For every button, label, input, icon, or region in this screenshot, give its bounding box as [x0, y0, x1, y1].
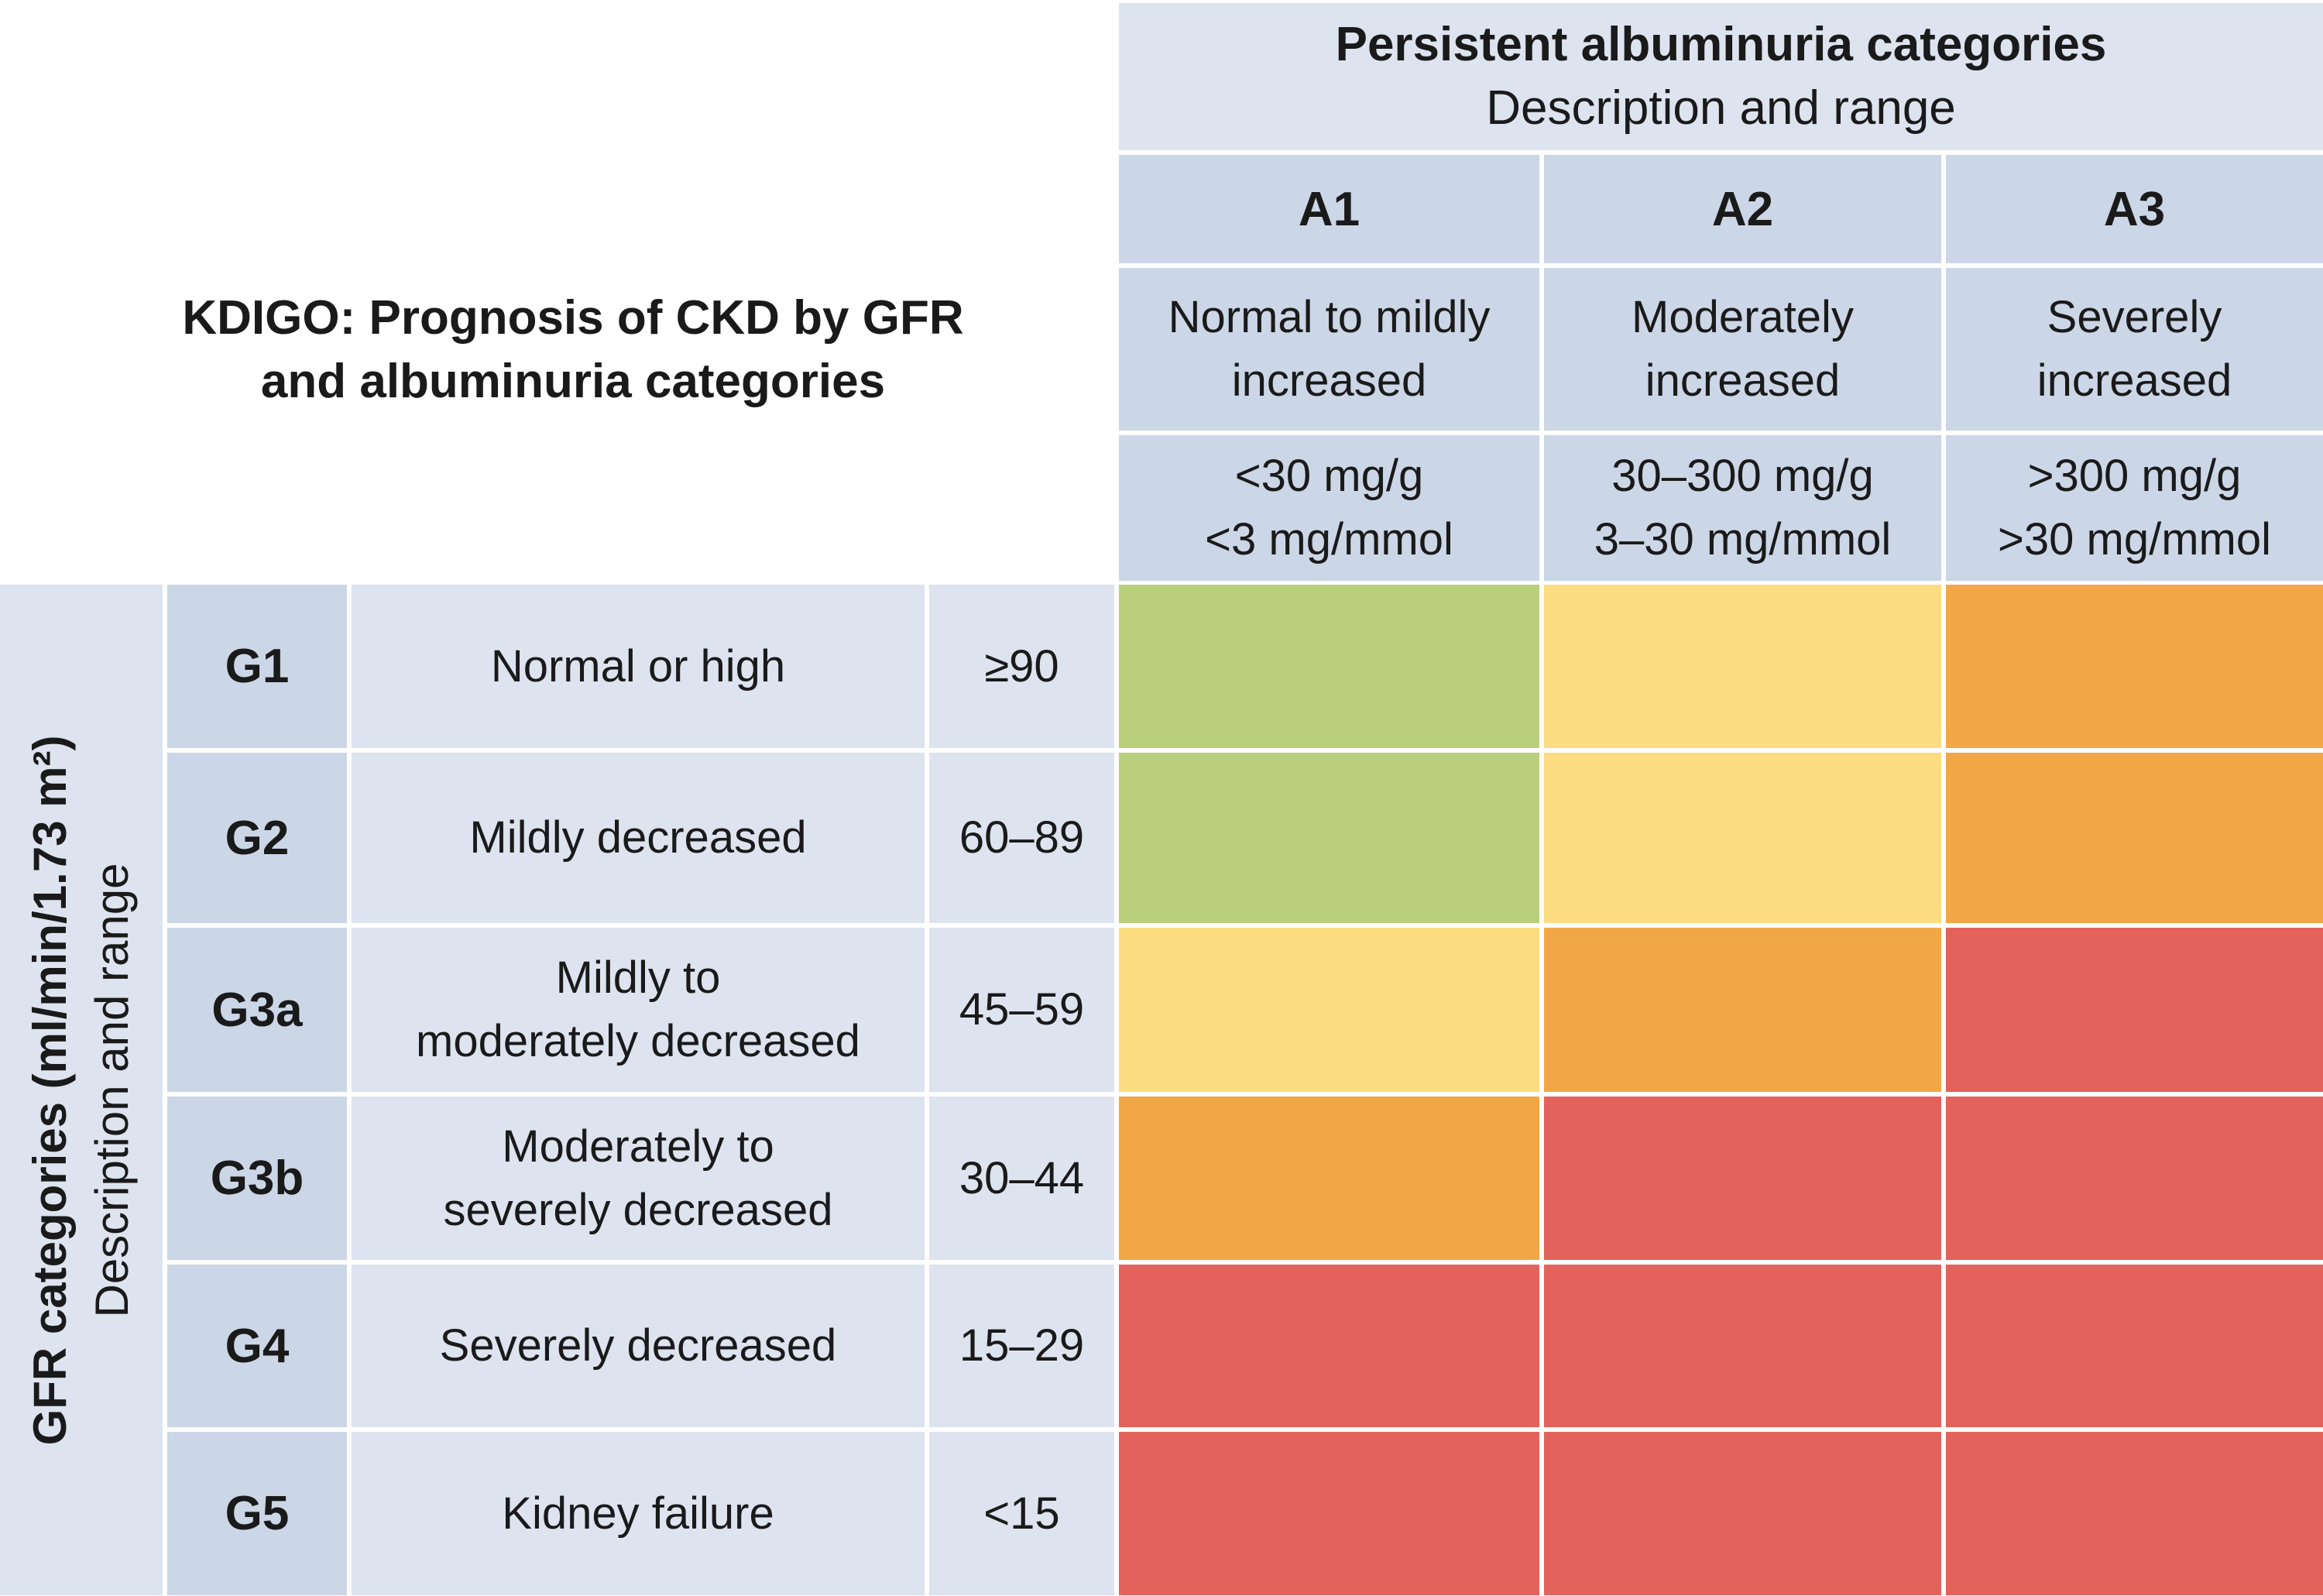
albuminuria-header-subtitle: Description and range: [1486, 81, 1956, 135]
g5-code-label: G5: [225, 1487, 290, 1540]
a3-description-line1: Severely: [2047, 292, 2222, 342]
a1-range-line2: <3 mg/mmol: [1205, 514, 1453, 565]
a3-code: A3: [1946, 155, 2323, 263]
risk-cell-g3b-a1: [1119, 1097, 1539, 1260]
a1-range: <30 mg/g <3 mg/mmol: [1119, 435, 1539, 581]
a2-range-line2: 3–30 mg/mmol: [1594, 514, 1892, 565]
a3-range: >300 mg/g >30 mg/mmol: [1946, 435, 2323, 581]
risk-cell-g3a-a2: [1544, 928, 1941, 1092]
g5-code: G5: [167, 1432, 347, 1595]
risk-cell-g3a-a3: [1946, 928, 2323, 1092]
a2-description-line1: Moderately: [1632, 292, 1854, 342]
a1-description: Normal to mildly increased: [1119, 268, 1539, 431]
risk-cell-g4-a3: [1946, 1265, 2323, 1427]
g3b-description-line1: Moderately to: [502, 1121, 774, 1172]
g3a-description-line1: Mildly to: [555, 952, 721, 1003]
g2-range-label: 60–89: [959, 812, 1085, 863]
a1-description-line1: Normal to mildly: [1168, 292, 1491, 342]
g3a-code: G3a: [167, 928, 347, 1092]
risk-cell-g2-a1: [1119, 753, 1539, 923]
risk-cell-g4-a1: [1119, 1265, 1539, 1427]
a1-code: A1: [1119, 155, 1539, 263]
a3-code-label: A3: [2103, 182, 2166, 236]
title-line-2: and albuminuria categories: [260, 355, 886, 408]
g3a-range: 45–59: [929, 928, 1114, 1092]
g4-code: G4: [167, 1265, 347, 1427]
a2-description-line2: increased: [1645, 355, 1841, 406]
risk-cell-g2-a2: [1544, 753, 1941, 923]
risk-cell-g3a-a1: [1119, 928, 1539, 1092]
g4-range: 15–29: [929, 1265, 1114, 1427]
g4-code-label: G4: [225, 1319, 290, 1373]
g3b-code-label: G3b: [210, 1152, 304, 1205]
chart-title: KDIGO: Prognosis of CKD by GFR and album…: [62, 287, 1084, 414]
a2-description: Moderately increased: [1544, 268, 1941, 431]
a1-code-label: A1: [1298, 182, 1361, 236]
title-line-1: KDIGO: Prognosis of CKD by GFR: [182, 291, 964, 345]
g2-description-line1: Mildly decreased: [469, 812, 807, 863]
g3a-description: Mildly to moderately decreased: [352, 928, 925, 1092]
gfr-header-subtitle: Description and range: [86, 862, 138, 1318]
g5-description-line1: Kidney failure: [502, 1488, 774, 1539]
a2-code: A2: [1544, 155, 1941, 263]
g1-description-line1: Normal or high: [490, 640, 786, 692]
risk-cell-g3b-a3: [1946, 1097, 2323, 1260]
a3-description: Severely increased: [1946, 268, 2323, 431]
g2-range: 60–89: [929, 753, 1114, 923]
g2-code-label: G2: [225, 811, 290, 865]
a3-range-line1: >300 mg/g: [2027, 451, 2242, 501]
g3a-range-label: 45–59: [959, 984, 1085, 1035]
g1-code: G1: [167, 585, 347, 748]
a1-range-line1: <30 mg/g: [1234, 451, 1424, 501]
a2-range: 30–300 mg/g 3–30 mg/mmol: [1544, 435, 1941, 581]
g4-description: Severely decreased: [352, 1265, 925, 1427]
risk-cell-g1-a1: [1119, 585, 1539, 748]
risk-cell-g1-a3: [1946, 585, 2323, 748]
g1-range: ≥90: [929, 585, 1114, 748]
g2-description: Mildly decreased: [352, 753, 925, 923]
albuminuria-header-title: Persistent albuminuria categories: [1335, 18, 2107, 71]
g1-description: Normal or high: [352, 585, 925, 748]
g5-description: Kidney failure: [352, 1432, 925, 1595]
g5-range-label: <15: [983, 1488, 1060, 1539]
risk-cell-g5-a2: [1544, 1432, 1941, 1595]
gfr-header-title: GFR categories (ml/min/1.73 m²): [24, 735, 76, 1445]
a3-range-line2: >30 mg/mmol: [1998, 514, 2271, 565]
g3b-range: 30–44: [929, 1097, 1114, 1260]
risk-cell-g4-a2: [1544, 1265, 1941, 1427]
risk-cell-g1-a2: [1544, 585, 1941, 748]
albuminuria-header: Persistent albuminuria categories Descri…: [1119, 3, 2323, 150]
risk-cell-g3b-a2: [1544, 1097, 1941, 1260]
risk-cell-g5-a1: [1119, 1432, 1539, 1595]
g3a-description-line2: moderately decreased: [416, 1016, 860, 1066]
a2-range-line1: 30–300 mg/g: [1611, 451, 1874, 501]
g3b-range-label: 30–44: [959, 1152, 1085, 1203]
g3b-code: G3b: [167, 1097, 347, 1260]
g3b-description: Moderately to severely decreased: [352, 1097, 925, 1260]
g2-code: G2: [167, 753, 347, 923]
risk-cell-g5-a3: [1946, 1432, 2323, 1595]
g4-range-label: 15–29: [959, 1320, 1085, 1371]
g3b-description-line2: severely decreased: [443, 1184, 833, 1235]
g5-range: <15: [929, 1432, 1114, 1595]
risk-cell-g2-a3: [1946, 753, 2323, 923]
g4-description-line1: Severely decreased: [439, 1320, 837, 1371]
a1-description-line2: increased: [1231, 355, 1427, 406]
gfr-header: GFR categories (ml/min/1.73 m²) Descript…: [0, 585, 163, 1595]
g1-range-label: ≥90: [984, 640, 1059, 692]
g1-code-label: G1: [225, 640, 290, 693]
g3a-code-label: G3a: [211, 983, 303, 1037]
a2-code-label: A2: [1711, 182, 1774, 236]
a3-description-line2: increased: [2036, 355, 2232, 406]
